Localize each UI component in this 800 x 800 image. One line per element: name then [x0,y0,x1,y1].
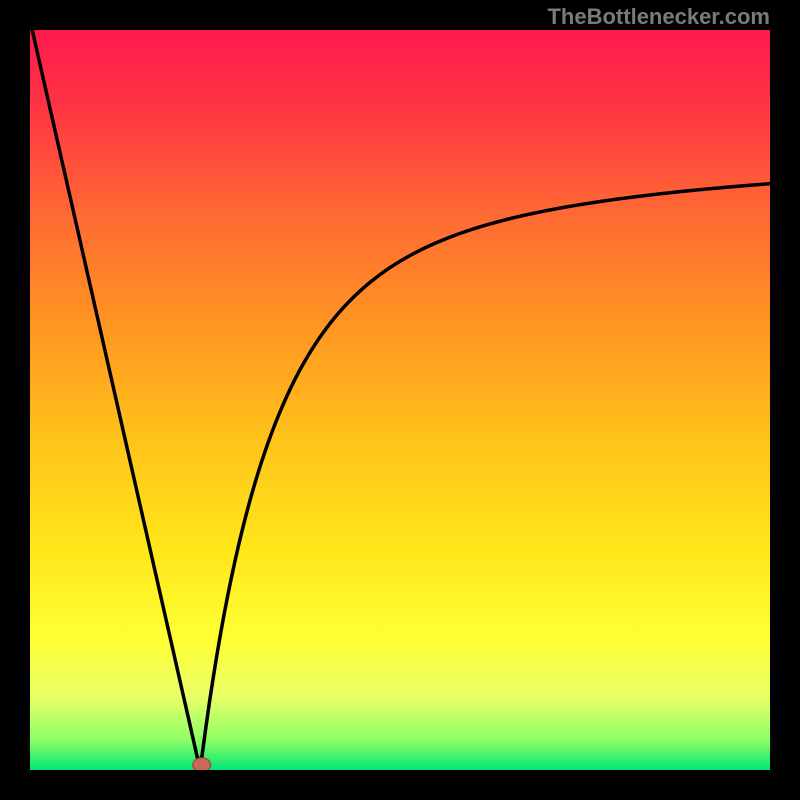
watermark-text: TheBottlenecker.com [547,4,770,30]
gradient-background [30,30,770,770]
chart-frame: TheBottlenecker.com [0,0,800,800]
plot-area [30,30,770,770]
